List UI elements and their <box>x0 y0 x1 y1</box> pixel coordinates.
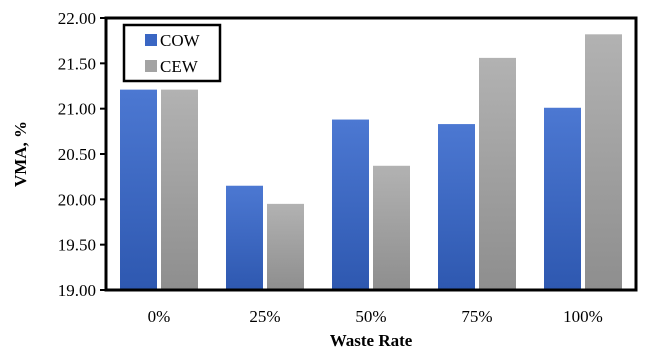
y-tick-label: 20.50 <box>58 145 96 164</box>
y-tick-label: 22.00 <box>58 9 96 28</box>
x-tick-label: 25% <box>249 307 280 326</box>
legend-swatch-cew <box>145 60 157 72</box>
bar-cew-3 <box>479 57 516 290</box>
x-tick-label: 0% <box>148 307 171 326</box>
bar-cew-0 <box>161 89 198 290</box>
x-tick-label: 75% <box>461 307 492 326</box>
x-axis-title: Waste Rate <box>330 331 413 350</box>
y-tick-label: 21.00 <box>58 100 96 119</box>
legend-swatch-cow <box>145 34 157 46</box>
y-tick-label: 19.50 <box>58 236 96 255</box>
legend-label-cow: COW <box>160 31 201 50</box>
bar-cew-1 <box>267 203 304 290</box>
bar-cew-4 <box>585 34 622 290</box>
y-axis-ticks: 19.00 19.50 20.00 20.50 21.00 21.50 22.00 <box>58 9 106 300</box>
bar-cow-4 <box>544 107 581 290</box>
x-tick-label: 100% <box>563 307 603 326</box>
bar-cow-1 <box>226 185 263 290</box>
legend: COW CEW <box>122 23 222 83</box>
y-tick-label: 21.50 <box>58 54 96 73</box>
y-tick-label: 20.00 <box>58 190 96 209</box>
bar-cew-2 <box>373 165 410 290</box>
y-axis-title: VMA, % <box>11 121 30 187</box>
bars-layer <box>120 34 622 291</box>
legend-box <box>122 23 222 83</box>
bar-cow-3 <box>438 124 475 290</box>
x-axis-ticks: 0% 25% 50% 75% 100% <box>148 307 603 326</box>
x-tick-label: 50% <box>355 307 386 326</box>
y-tick-label: 19.00 <box>58 281 96 300</box>
bar-cow-2 <box>332 119 369 291</box>
bar-cow-0 <box>120 89 157 290</box>
legend-label-cew: CEW <box>160 57 199 76</box>
